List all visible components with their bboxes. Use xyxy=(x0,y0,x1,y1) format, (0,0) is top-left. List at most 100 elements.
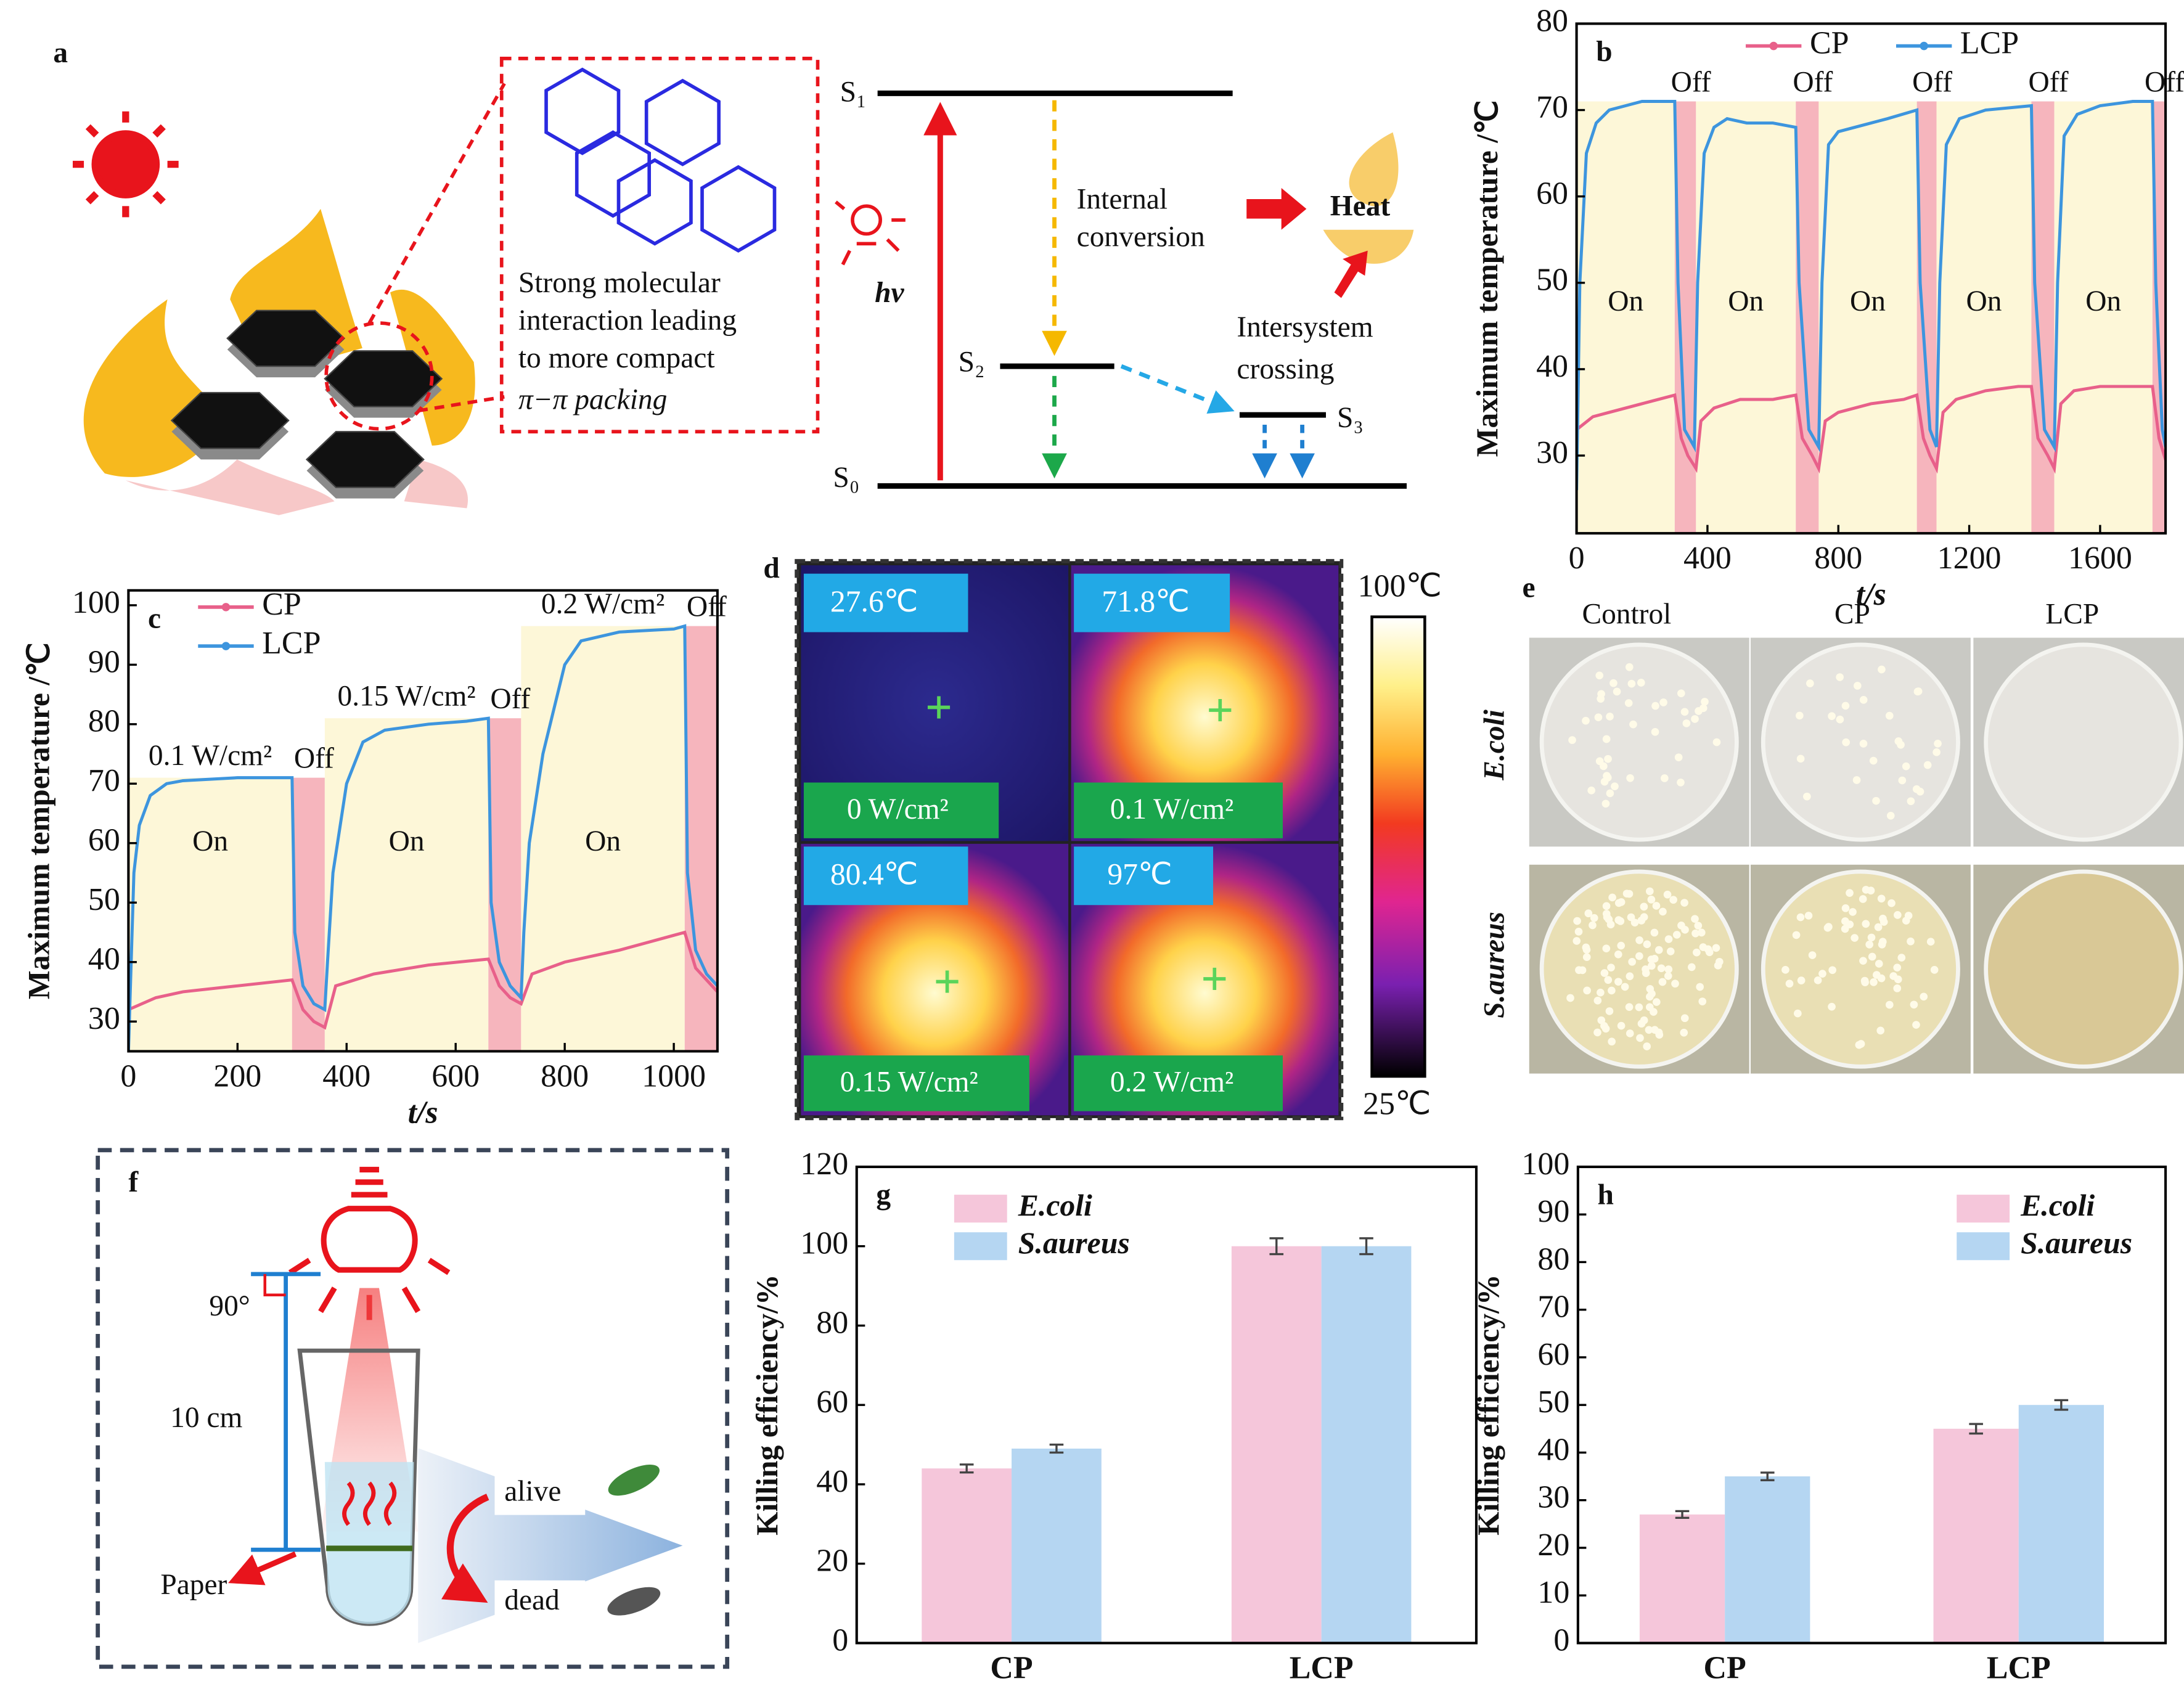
label-box xyxy=(494,1580,586,1622)
colony xyxy=(1647,896,1656,904)
power-box xyxy=(803,782,999,838)
colony xyxy=(1602,735,1611,743)
bar xyxy=(1231,1246,1322,1643)
colony xyxy=(1626,972,1634,981)
colony xyxy=(1804,912,1813,920)
legend-label: LCP xyxy=(262,626,321,661)
colony xyxy=(1862,920,1870,928)
crosshairs xyxy=(927,696,1232,993)
y-tick-label: 0 xyxy=(832,1622,848,1658)
colony xyxy=(1885,711,1894,720)
colony xyxy=(1691,715,1699,723)
flames-part xyxy=(125,459,335,515)
benzene-ring xyxy=(575,130,652,218)
sun-icon-part xyxy=(152,124,166,138)
colony xyxy=(1916,787,1924,796)
colony xyxy=(1846,889,1854,897)
colony xyxy=(1697,928,1706,937)
y-tick-label: 50 xyxy=(88,882,120,917)
x-tick-label: 800 xyxy=(1814,541,1862,576)
legend-swatch xyxy=(954,1232,1007,1261)
y-tick-label: 120 xyxy=(800,1147,848,1182)
column-label: Control xyxy=(1582,599,1671,631)
colony xyxy=(1877,894,1886,903)
region-note: 0.1 W/cm² xyxy=(149,740,272,772)
colony xyxy=(1602,902,1611,910)
colony xyxy=(1650,955,1659,963)
colony xyxy=(1589,921,1597,930)
colony xyxy=(1614,978,1622,986)
y-axis-title: Killing efficiency/% xyxy=(750,1274,784,1536)
y-tick-label: 50 xyxy=(1537,1384,1569,1420)
sun-icon-part xyxy=(85,124,99,138)
colony xyxy=(1682,719,1691,727)
y-tick-label: 80 xyxy=(88,704,120,739)
power-label: 0.1 W/cm² xyxy=(1110,793,1233,825)
colony xyxy=(1846,920,1854,928)
x-tick-label: 1600 xyxy=(2068,541,2132,576)
colony xyxy=(1584,909,1593,918)
heat-waves-part xyxy=(342,1481,355,1526)
chart: CP LCP 0 10 20 30 40 50 60 70 80 90 100 Killing effic… xyxy=(1471,1147,2167,1686)
region-label: Off xyxy=(294,742,334,774)
on-region xyxy=(1818,101,1917,534)
benzene-ring xyxy=(700,165,777,253)
sheet xyxy=(226,309,346,367)
colony xyxy=(1923,761,1932,769)
heat-waves xyxy=(342,1481,397,1526)
y-tick-label: 40 xyxy=(816,1464,848,1499)
colony xyxy=(1862,886,1870,894)
y-axis-title: Maximum temperature /℃ xyxy=(1470,100,1504,457)
box-text: interaction leading xyxy=(518,305,737,337)
column-label: LCP xyxy=(2045,599,2099,631)
benzene-ring xyxy=(544,67,621,155)
on-region xyxy=(1576,101,1675,534)
power-box xyxy=(1074,782,1283,838)
legend-marker xyxy=(221,642,231,650)
y-tick-label: 100 xyxy=(72,585,120,620)
y-tick-label: 60 xyxy=(1537,1337,1569,1372)
heat-icon xyxy=(1349,132,1399,207)
colony xyxy=(1574,928,1583,936)
paper-arrow xyxy=(228,1551,297,1585)
x-tick-label: CP xyxy=(1704,1651,1746,1686)
sheet xyxy=(170,391,290,449)
colony xyxy=(1664,971,1672,980)
region-label: On xyxy=(1728,285,1764,317)
energy-levels xyxy=(877,90,1407,489)
temp-label: 97℃ xyxy=(1107,857,1172,891)
colony xyxy=(1573,937,1581,945)
temp-label: 71.8℃ xyxy=(1102,584,1190,618)
colony xyxy=(1663,890,1672,899)
colony xyxy=(1593,996,1602,1005)
distance-bracket-part xyxy=(263,1274,286,1297)
heat-waves-part xyxy=(383,1481,397,1526)
column-label: CP xyxy=(1834,599,1870,631)
legend-label: S.aureus xyxy=(2021,1226,2132,1260)
zoom-line xyxy=(367,83,506,324)
off-region xyxy=(1796,101,1819,534)
x-tick-label: LCP xyxy=(1290,1651,1354,1686)
y-tick-label: 90 xyxy=(88,644,120,679)
legend-label: LCP xyxy=(1960,25,2019,60)
region-label: Off xyxy=(2145,66,2184,98)
colony xyxy=(1617,941,1626,950)
y-tick-label: 20 xyxy=(1537,1527,1569,1563)
colony xyxy=(1859,696,1868,704)
colony xyxy=(1893,984,1902,992)
x-tick-label: 400 xyxy=(322,1059,370,1094)
colony xyxy=(1836,673,1844,681)
colony xyxy=(1893,963,1902,972)
y-tick-label: 20 xyxy=(816,1544,848,1579)
zoom-line xyxy=(417,395,505,413)
colony xyxy=(1664,965,1673,973)
region-label: On xyxy=(2085,285,2121,317)
colony xyxy=(1828,966,1836,975)
heat-label: Heat xyxy=(1330,190,1391,223)
bar xyxy=(1639,1514,1725,1643)
region-label: Off xyxy=(1671,66,1711,98)
colony xyxy=(1934,739,1942,748)
molecular-stack xyxy=(544,67,777,253)
colony xyxy=(1879,914,1887,923)
